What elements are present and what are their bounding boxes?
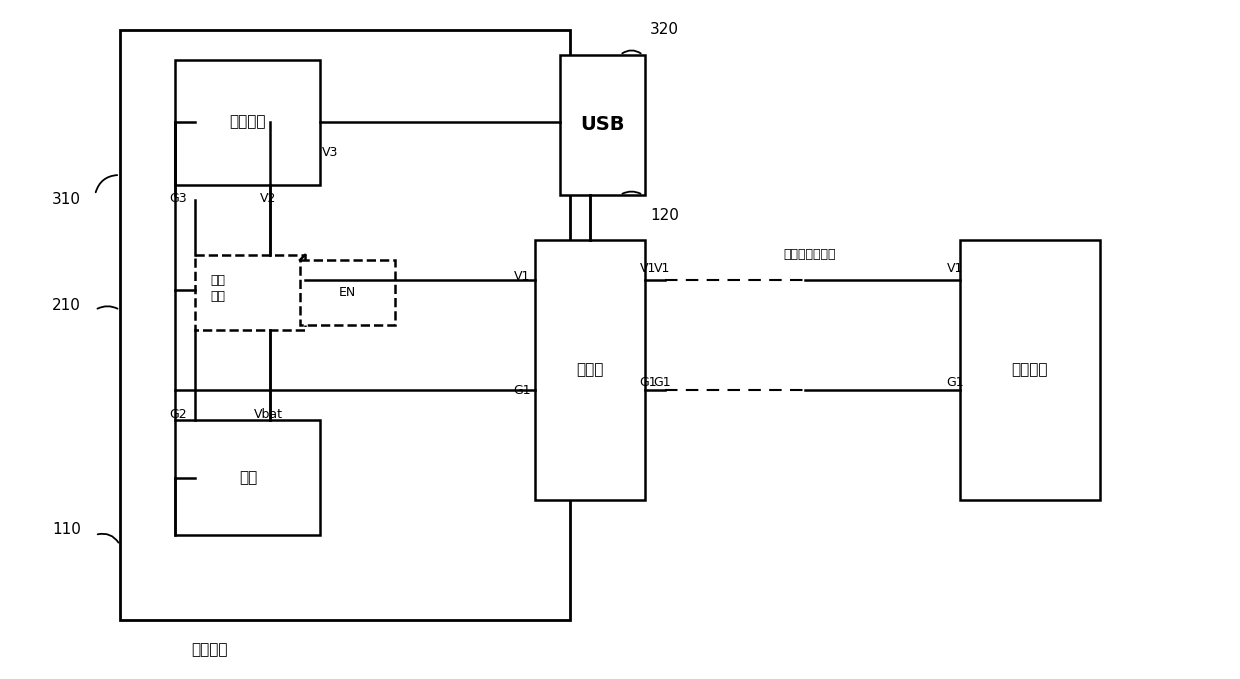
Text: USB: USB (580, 115, 624, 134)
Text: V2: V2 (260, 191, 277, 204)
Bar (534, 240, 645, 500)
Bar (175, 420, 320, 535)
Bar (175, 60, 320, 185)
Text: V3: V3 (322, 147, 339, 160)
Text: 120: 120 (650, 208, 678, 223)
Text: EN: EN (339, 287, 356, 299)
Text: Vbat: Vbat (253, 409, 283, 422)
Text: 210: 210 (52, 297, 81, 312)
Text: G1: G1 (946, 375, 963, 388)
Text: 110: 110 (52, 523, 81, 538)
Bar (300, 260, 396, 325)
Bar (195, 255, 305, 330)
Text: V1: V1 (653, 261, 670, 274)
Text: 充电电路: 充电电路 (229, 115, 267, 130)
Text: 连接器: 连接器 (577, 363, 604, 378)
Text: G2: G2 (169, 409, 187, 422)
Text: 移动设备: 移动设备 (192, 642, 228, 657)
Text: G1: G1 (513, 384, 531, 397)
Text: 310: 310 (52, 193, 81, 208)
Text: V1: V1 (513, 270, 531, 284)
Text: G1: G1 (653, 375, 671, 388)
Bar (560, 55, 645, 195)
Text: 模拟
开关: 模拟 开关 (211, 274, 226, 303)
Text: 充电线缆或座充: 充电线缆或座充 (784, 249, 836, 261)
Bar (960, 240, 1100, 500)
Text: G1: G1 (639, 375, 657, 388)
Bar (120, 30, 570, 620)
Text: 充电设备: 充电设备 (1012, 363, 1048, 378)
Text: 电池: 电池 (239, 471, 257, 485)
Text: G3: G3 (169, 191, 187, 204)
Text: V1: V1 (947, 261, 963, 274)
Text: 320: 320 (650, 22, 680, 37)
Text: V1: V1 (640, 261, 656, 274)
